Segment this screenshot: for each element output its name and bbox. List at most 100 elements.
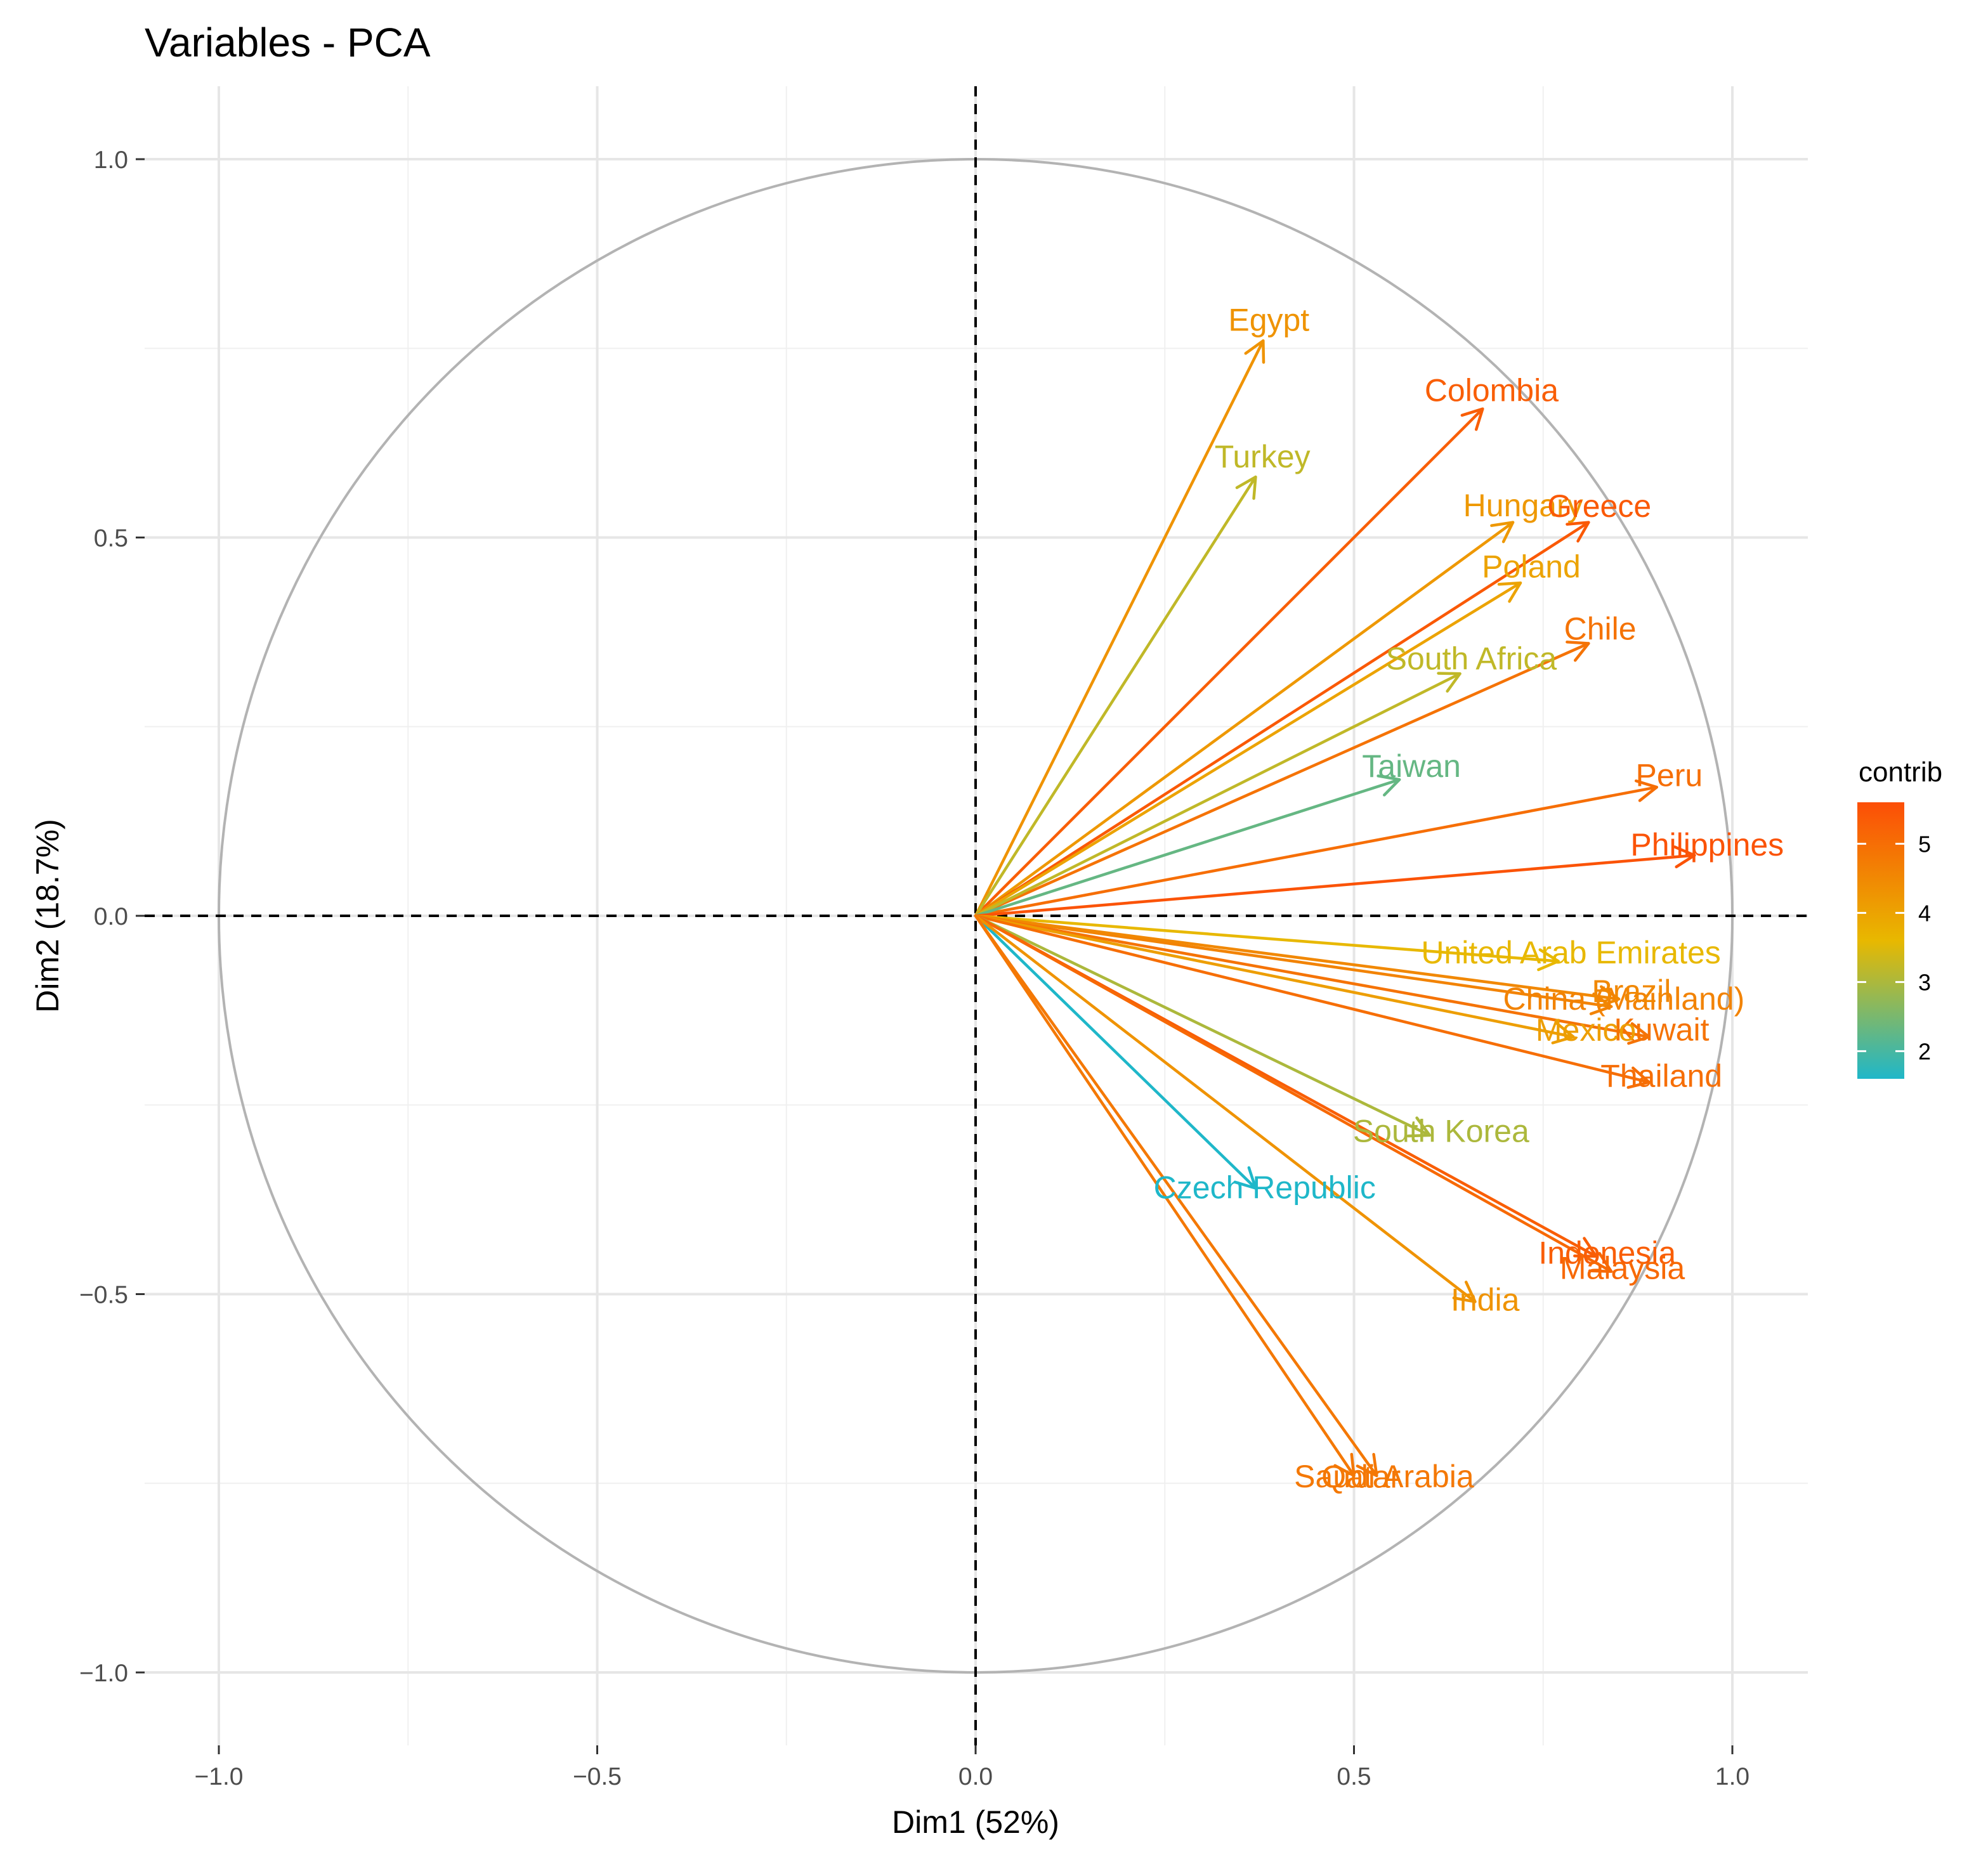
arrow-shaft <box>974 914 1560 963</box>
arrow-head <box>1597 985 1621 1008</box>
arrow-south-korea <box>974 914 1432 1138</box>
arrow-greece <box>974 521 1590 918</box>
arrow-philippines <box>974 845 1696 918</box>
arrow-head <box>1244 339 1265 364</box>
arrow-shaft <box>974 914 1477 1303</box>
arrow-mexico <box>974 914 1575 1045</box>
variable-label: India <box>1451 1282 1520 1318</box>
arrow-head <box>1566 641 1590 662</box>
x-tick-label: 0.0 <box>958 1763 993 1790</box>
arrow-head <box>1406 1116 1432 1138</box>
arrow-hungary <box>974 521 1515 918</box>
arrow-shaft <box>974 854 1696 918</box>
y-tick-label: 0.0 <box>94 903 128 930</box>
variable-label: Greece <box>1547 488 1651 524</box>
y-tick-label: −0.5 <box>79 1282 128 1309</box>
arrow-shaft <box>974 672 1462 918</box>
y-tick-label: 0.5 <box>94 525 128 552</box>
arrow-head <box>1588 1251 1613 1273</box>
arrow-shaft <box>974 475 1257 918</box>
legend-tick-label: 2 <box>1918 1038 1931 1064</box>
variable-label: Brazil <box>1592 974 1671 1009</box>
y-tick-label: −1.0 <box>79 1660 128 1687</box>
arrow-shaft <box>974 914 1575 1039</box>
variable-label: Poland <box>1482 549 1581 585</box>
arrow-head <box>1627 1022 1651 1045</box>
arrow-shaft <box>974 407 1484 918</box>
arrow-south-africa <box>974 672 1462 918</box>
y-axis-title: Dim2 (18.7%) <box>30 819 65 1013</box>
variable-label: Kuwait <box>1614 1012 1709 1047</box>
variable-label: Peru <box>1636 757 1703 793</box>
variable-label: Colombia <box>1425 373 1559 408</box>
arrow-kuwait <box>974 914 1651 1045</box>
legend-ticks: 2 3 4 5 <box>1857 831 1931 1064</box>
variable-label: Taiwan <box>1362 748 1461 784</box>
arrow-head <box>1437 672 1462 693</box>
arrow-thailand <box>974 914 1651 1089</box>
arrow-head <box>1377 774 1401 797</box>
arrow-egypt <box>974 339 1265 918</box>
x-tick-label: 0.5 <box>1337 1763 1371 1790</box>
variable-label: Chile <box>1564 611 1637 646</box>
legend-tick-label: 4 <box>1918 900 1931 926</box>
x-tick-label: −0.5 <box>573 1763 622 1790</box>
arrow-malaysia <box>974 914 1613 1273</box>
arrow-shaft <box>974 521 1515 918</box>
arrow-turkey <box>974 475 1257 918</box>
variable-label: Thailand <box>1600 1058 1722 1093</box>
arrow-shaft <box>974 339 1265 918</box>
x-axis-title: Dim1 (52%) <box>892 1804 1059 1840</box>
arrow-head <box>1589 993 1613 1015</box>
arrow-qatar <box>974 914 1356 1478</box>
arrow-shaft <box>974 581 1522 918</box>
variable-label: South Korea <box>1353 1114 1529 1149</box>
arrow-shaft <box>974 914 1613 1273</box>
arrow-shaft <box>974 914 1356 1478</box>
arrow-shaft <box>974 914 1378 1478</box>
legend-color-bar <box>1857 802 1904 1079</box>
arrow-taiwan <box>974 774 1401 918</box>
arrow-brazil <box>974 914 1621 1008</box>
arrow-head <box>1235 475 1257 500</box>
x-tick-label: 1.0 <box>1715 1763 1749 1790</box>
variable-label: Saudi Arabia <box>1294 1459 1474 1494</box>
variable-label: Malaysia <box>1560 1250 1685 1286</box>
arrow-head <box>1490 521 1515 544</box>
arrow-shaft <box>974 914 1257 1190</box>
variable-label: Hungary <box>1463 488 1583 523</box>
arrow-head <box>1634 779 1658 802</box>
arrow-shaft <box>974 778 1401 918</box>
arrow-head <box>1626 1066 1651 1089</box>
arrow-india <box>974 914 1477 1303</box>
x-tick-label: −1.0 <box>195 1763 244 1790</box>
arrow-shaft <box>974 785 1658 918</box>
arrow-shaft <box>974 642 1590 918</box>
chart-title: Variables - PCA <box>145 20 431 65</box>
arrow-shaft <box>974 914 1432 1137</box>
variable-label: China (Mainland) <box>1503 981 1745 1017</box>
variable-label: Czech Republic <box>1154 1170 1376 1205</box>
legend-title: contrib <box>1859 757 1942 788</box>
zero-reference-lines <box>145 86 1808 1745</box>
arrow-united-arab-emirates <box>974 914 1560 972</box>
arrow-colombia <box>974 407 1484 918</box>
arrow-head <box>1233 1166 1257 1190</box>
arrow-head <box>1452 1280 1477 1303</box>
variable-label: Turkey <box>1215 439 1311 474</box>
arrow-shaft <box>974 521 1590 918</box>
variable-label: Qatar <box>1321 1459 1401 1494</box>
variable-label: Indonesia <box>1538 1235 1676 1270</box>
arrow-head <box>1460 407 1484 431</box>
arrow-head <box>1673 845 1696 869</box>
legend-tick-label: 5 <box>1918 831 1931 857</box>
variable-label: Mexico <box>1536 1012 1636 1048</box>
arrow-chile <box>974 641 1590 918</box>
arrow-head <box>1566 521 1590 543</box>
arrow-head <box>1537 948 1560 972</box>
legend-tick-label: 3 <box>1918 969 1931 995</box>
axes: −1.0 −0.5 0.0 0.5 1.0 −1.0 −0.5 0.0 0.5 1.0 <box>79 147 1749 1790</box>
